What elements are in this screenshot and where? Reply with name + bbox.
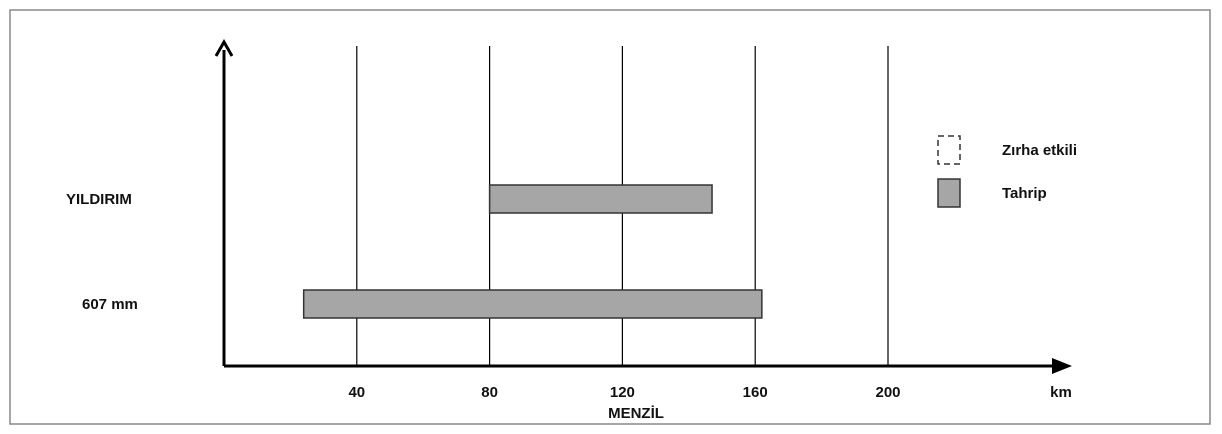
category-label-607-mm: 607 mm	[82, 296, 138, 313]
x-tick-label-200: 200	[875, 384, 900, 401]
x-axis-arrow	[1052, 358, 1072, 374]
bars	[302, 184, 763, 319]
axes	[214, 38, 1072, 374]
x-axis-label: MENZİL	[608, 405, 664, 422]
x-tick-label-120: 120	[610, 384, 635, 401]
x-tick-label-80: 80	[481, 384, 498, 401]
bar-yildirim	[488, 184, 713, 214]
category-label-yildirim: YILDIRIM	[66, 191, 132, 208]
chart-border	[9, 9, 1211, 425]
legend-swatch-tahrip	[937, 178, 961, 208]
bar-607-mm	[302, 289, 763, 319]
x-tick-label-160: 160	[743, 384, 768, 401]
legend-label-zirha-etkili: Zırha etkili	[1002, 142, 1077, 159]
x-unit-label: km	[1050, 384, 1072, 401]
labels: 40 80 120 160 200 km MENZİL YILDIRIM 607 mm	[66, 191, 1072, 422]
legend: Zırha etkili Tahrip	[937, 135, 1077, 208]
legend-swatch-zirha-etkili	[937, 135, 961, 165]
x-tick-label-40: 40	[348, 384, 365, 401]
y-axis-arrow	[214, 38, 234, 57]
legend-label-tahrip: Tahrip	[1002, 185, 1047, 202]
